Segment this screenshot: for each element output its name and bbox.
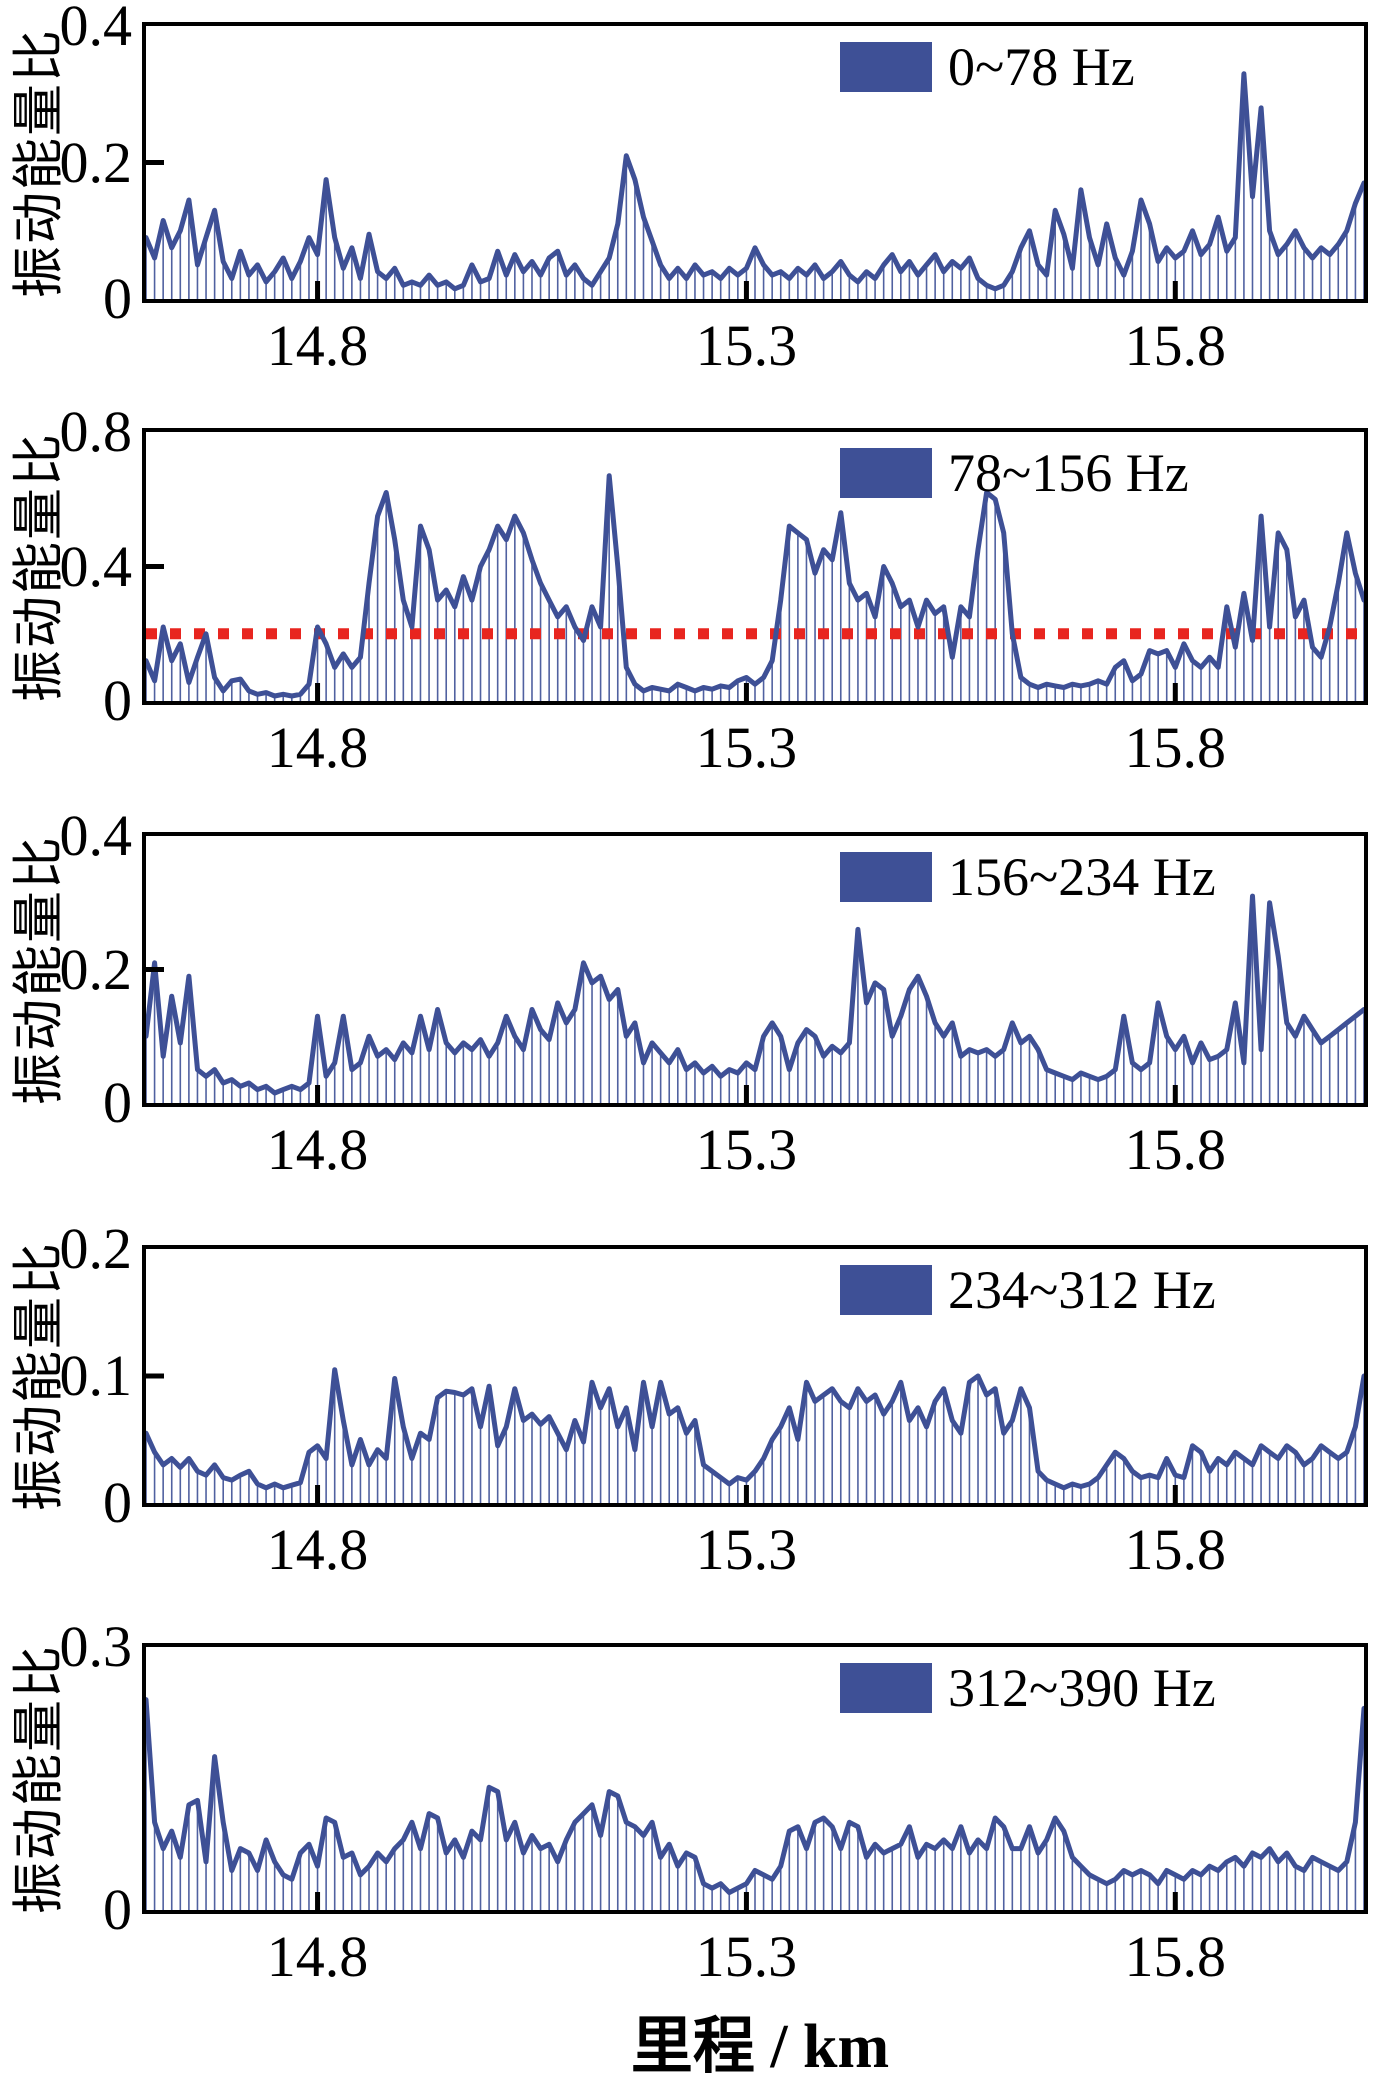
legend-swatch [840, 1663, 932, 1713]
x-tick-label: 15.8 [1124, 1924, 1227, 1989]
plot-area-78~156Hz: 78~156 Hz [142, 428, 1368, 705]
signal-plot [146, 1367, 1364, 1503]
x-tick-label: 14.8 [266, 1117, 369, 1182]
y-tick-label: 0 [103, 266, 132, 331]
y-tick-label: 0 [103, 1070, 132, 1135]
x-tick-label: 15.8 [1124, 715, 1227, 780]
legend-swatch [840, 852, 932, 902]
y-tick-label: 0.2 [59, 1216, 133, 1281]
y-axis-label: 振动能量比 [11, 27, 69, 298]
y-tick-label: 0.4 [59, 803, 133, 868]
y-axis-label: 振动能量比 [11, 431, 69, 702]
signal-line [146, 473, 1364, 699]
y-axis-label: 振动能量比 [11, 1240, 69, 1512]
plot-area-0~78Hz: 0~78 Hz [142, 22, 1368, 303]
plot-area-234~312Hz: 234~312 Hz [142, 1245, 1368, 1507]
x-tick-label: 15.8 [1124, 1117, 1227, 1182]
x-tick-label: 14.8 [266, 1517, 369, 1582]
x-tick-label: 14.8 [266, 715, 369, 780]
signal-line [146, 893, 1364, 1096]
tick-marks [146, 564, 1178, 701]
signal-line [146, 1367, 1364, 1491]
y-tick-label: 0.2 [59, 936, 133, 1002]
y-tick-label: 0 [103, 1877, 132, 1942]
legend: 234~312 Hz [840, 1263, 1216, 1317]
y-tick-label: 0 [103, 1470, 132, 1535]
x-tick-label: 15.8 [1124, 1517, 1227, 1582]
x-tick-label: 15.3 [695, 313, 798, 378]
y-tick-label: 0.1 [59, 1343, 133, 1408]
signal-line [146, 71, 1364, 292]
x-tick-label: 14.8 [266, 1924, 369, 1989]
legend-label: 156~234 Hz [948, 847, 1216, 907]
y-tick-label: 0.3 [59, 1614, 133, 1679]
legend: 78~156 Hz [840, 446, 1189, 500]
signal-plot [146, 1697, 1364, 1910]
y-tick-label: 0.4 [59, 533, 133, 599]
signal-plot [146, 473, 1364, 701]
tick-marks [146, 160, 1178, 299]
y-axis-label: 振动能量比 [11, 834, 69, 1105]
x-tick-label: 15.8 [1124, 313, 1227, 378]
stem-lines [146, 1369, 1364, 1503]
legend-label: 78~156 Hz [948, 443, 1189, 503]
x-tick-label: 14.8 [266, 313, 369, 378]
x-axis-title: 里程 / km [630, 2013, 890, 2077]
legend: 312~390 Hz [840, 1661, 1216, 1715]
tick-marks [146, 967, 1178, 1103]
x-tick-label: 15.3 [695, 1924, 798, 1989]
legend-swatch [840, 1265, 932, 1315]
y-tick-label: 0.8 [59, 399, 133, 464]
legend-label: 234~312 Hz [948, 1260, 1216, 1320]
y-tick-label: 0 [103, 668, 132, 733]
plot-area-312~390Hz: 312~390 Hz [142, 1643, 1368, 1914]
y-axis-label: 振动能量比 [11, 1643, 69, 1914]
legend-swatch [840, 42, 932, 92]
legend: 156~234 Hz [840, 850, 1216, 904]
signal-line [146, 1697, 1364, 1895]
stem-lines [146, 896, 1364, 1103]
y-tick-label: 0.4 [59, 0, 133, 58]
x-tick-label: 15.3 [695, 715, 798, 780]
legend: 0~78 Hz [840, 40, 1135, 94]
tick-marks [146, 1373, 1178, 1503]
legend-label: 0~78 Hz [948, 37, 1135, 97]
legend-swatch [840, 448, 932, 498]
signal-plot [146, 893, 1364, 1103]
x-tick-label: 15.3 [695, 1517, 798, 1582]
signal-plot [146, 71, 1364, 299]
x-tick-label: 15.3 [695, 1117, 798, 1182]
tick-marks [315, 1892, 1178, 1910]
plot-area-156~234Hz: 156~234 Hz [142, 832, 1368, 1107]
legend-label: 312~390 Hz [948, 1658, 1216, 1718]
stem-lines [146, 475, 1364, 701]
y-tick-label: 0.2 [59, 129, 133, 195]
